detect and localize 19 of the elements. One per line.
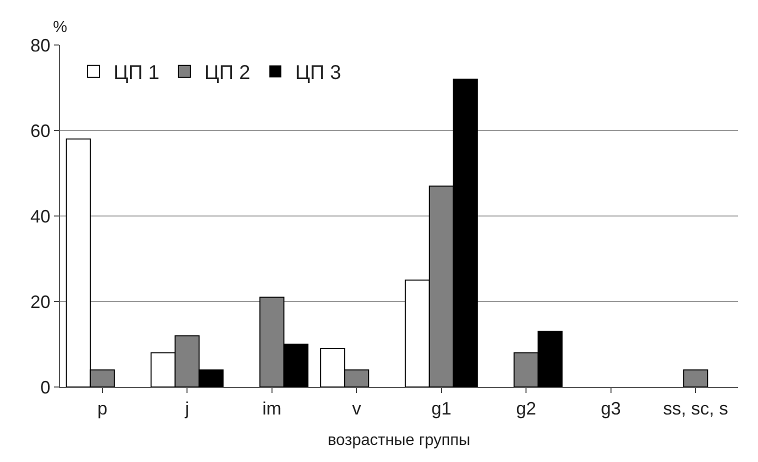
x-tick-label: j xyxy=(184,398,190,419)
legend-label: ЦП 1 xyxy=(114,62,160,84)
bar xyxy=(683,369,708,387)
x-tick-label: g3 xyxy=(600,398,621,419)
legend-label: ЦП 3 xyxy=(295,62,342,84)
x-tick-label: g2 xyxy=(516,398,536,419)
y-tick-label: 0 xyxy=(40,377,50,398)
x-tick-label: p xyxy=(97,398,108,419)
y-tick-label: 80 xyxy=(30,35,50,56)
y-axis-title: % xyxy=(53,19,68,36)
x-axis-title: возрастные группы xyxy=(328,432,470,449)
x-tick-label: ss, sc, s xyxy=(663,398,728,419)
x-tick-label: g1 xyxy=(431,398,452,419)
x-tick-label: im xyxy=(262,398,282,419)
x-tick-label: v xyxy=(352,398,362,419)
y-tick-label: 20 xyxy=(30,292,50,312)
y-tick-label: 60 xyxy=(30,120,50,141)
y-tick-label: 40 xyxy=(30,206,50,226)
legend-label: ЦП 2 xyxy=(204,62,250,84)
